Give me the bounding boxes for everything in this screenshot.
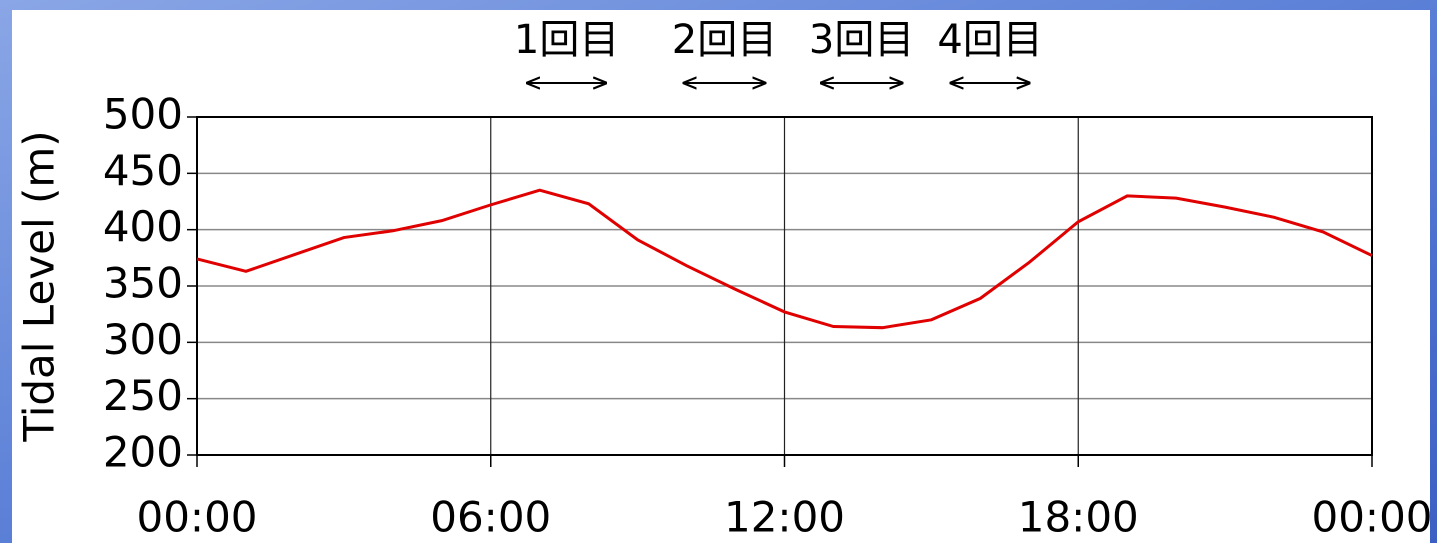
y-tick-label: 450 (103, 146, 183, 195)
y-tick-label: 200 (103, 428, 183, 477)
x-tick-label: 06:00 (430, 493, 551, 542)
x-tick-label: 00:00 (1311, 493, 1432, 542)
annotation-label: 1回目 (514, 17, 619, 63)
y-tick-label: 500 (103, 90, 183, 139)
annotation-label: 2回目 (672, 17, 777, 63)
x-tick-label: 00:00 (136, 493, 257, 542)
y-tick-label: 250 (103, 371, 183, 420)
line (196, 188, 1373, 330)
y-axis-label: Tidal Level (m) (15, 130, 64, 442)
annotation-label: 3回目 (809, 17, 914, 63)
x-tick-label: 18:00 (1018, 493, 1139, 542)
panel (12, 10, 1430, 543)
y-tick-label: 300 (103, 315, 183, 364)
y-tick-label: 400 (103, 202, 183, 251)
y-tick-label: 350 (103, 259, 183, 308)
annotation-label: 4回目 (937, 17, 1042, 63)
x-tick-label: 12:00 (724, 493, 845, 542)
plot-frame (196, 116, 1373, 456)
